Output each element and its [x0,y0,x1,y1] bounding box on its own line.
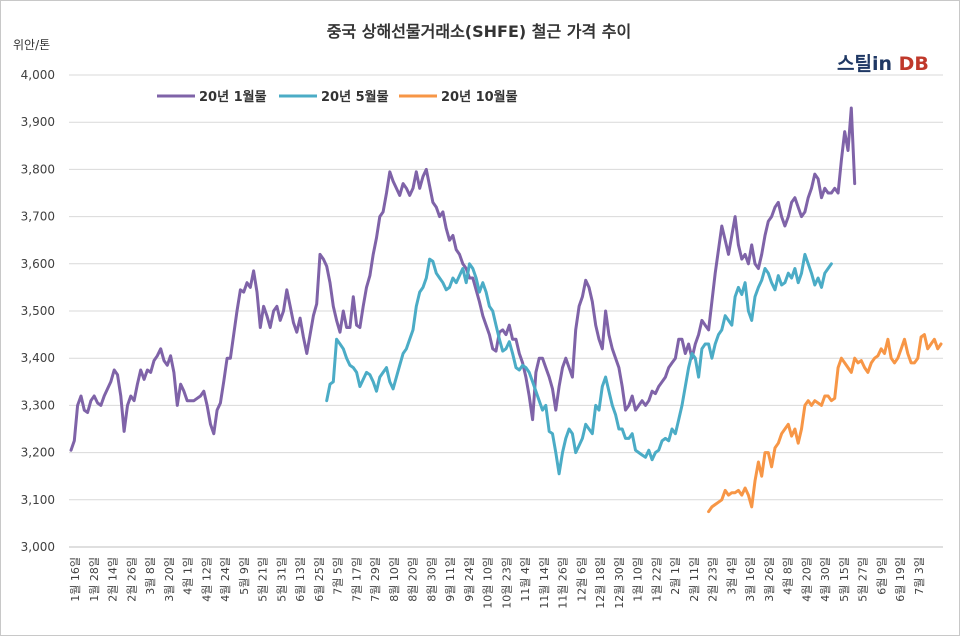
x-tick-label: 4월 12일 [199,557,213,602]
y-tick-label: 3,200 [21,446,55,460]
x-tick-label: 3월 16일 [743,557,757,602]
brand-text-3: DB [892,53,929,75]
y-tick-label: 3,000 [21,540,55,554]
x-tick-label: 7월 17일 [349,557,363,602]
y-tick-label: 3,900 [21,115,55,129]
x-tick-label: 7월 5일 [331,557,345,595]
y-tick-label: 4,000 [21,68,55,82]
legend-label: 20년 1월물 [199,89,267,105]
x-tick-label: 6월 9일 [874,557,888,595]
x-tick-label: 4월 24일 [218,557,232,602]
steelin-db-logo: 스틸in DB [837,49,929,76]
legend: 20년 1월물 20년 5월물 20년 10월물 [157,89,518,105]
series-line [325,252,833,476]
y-tick-label: 3,300 [21,398,55,412]
x-tick-label: 3월 4일 [724,557,738,595]
x-tick-label: 6월 19일 [893,557,907,602]
x-tick-label: 8월 30일 [424,557,438,602]
x-tick-label: 4월 8일 [781,557,795,595]
x-tick-label: 2월 26일 [124,557,138,602]
x-tick-label: 12월 30일 [612,557,626,609]
x-tick-label: 3월 26일 [762,557,776,602]
x-tick-label: 5월 27일 [856,557,870,602]
legend-label: 20년 10월물 [441,89,518,105]
x-tick-label: 2월 11일 [687,557,701,602]
x-axis-ticks: 1월 16일 1월 28일 2월 14일 2월 26일 3월 8일 3월 20일 4월 1일… [68,557,926,609]
y-tick-label: 3,400 [21,351,55,365]
x-tick-label: 9월 24일 [462,557,476,602]
x-tick-label: 11월 26일 [556,557,570,609]
x-tick-label: 8월 10일 [387,557,401,602]
x-tick-label: 5월 15일 [837,557,851,602]
series-line [707,333,943,514]
brand-text-1: 스틸 [837,53,872,75]
y-tick-label: 3,100 [21,493,55,507]
x-tick-label: 2월 23일 [706,557,720,602]
series-line [69,106,857,452]
x-tick-label: 1월 22일 [649,557,663,602]
x-tick-label: 3월 20일 [162,557,176,602]
brand-text-2: in [871,53,893,75]
x-tick-label: 4월 1일 [181,557,195,595]
y-axis-ticks: 3,000 3,100 3,200 3,300 3,400 3,500 3,600 3,700… [21,68,55,554]
y-tick-label: 3,700 [21,210,55,224]
x-tick-label: 4월 20일 [799,557,813,602]
x-tick-label: 8월 20일 [406,557,420,602]
x-tick-label: 1월 28일 [87,557,101,602]
y-axis-unit-label: 위안/톤 [13,38,50,52]
y-tick-label: 3,500 [21,304,55,318]
legend-label: 20년 5월물 [321,89,389,105]
chart-title: 중국 상해선물거래소(SHFE) 철근 가격 추이 [327,22,631,41]
x-tick-label: 4월 30일 [818,557,832,602]
x-tick-label: 10월 10일 [481,557,495,609]
x-tick-label: 9월 11일 [443,557,457,602]
x-tick-label: 12월 18일 [593,557,607,609]
x-tick-label: 7월 29일 [368,557,382,602]
y-tick-label: 3,800 [21,162,55,176]
x-tick-label: 11월 14일 [537,557,551,609]
x-tick-label: 1월 10일 [631,557,645,602]
gridlines [69,74,943,548]
y-tick-label: 3,600 [21,257,55,271]
x-tick-label: 7월 3일 [912,557,926,595]
x-tick-label: 12월 6일 [574,557,588,602]
x-tick-label: 6월 25일 [312,557,326,602]
x-tick-label: 5월 31일 [274,557,288,602]
x-tick-label: 2월 14일 [106,557,120,602]
x-tick-label: 3월 8일 [143,557,157,595]
x-tick-label: 2월 1일 [668,557,682,595]
x-tick-label: 5월 21일 [256,557,270,602]
x-tick-label: 5월 9일 [237,557,251,595]
x-tick-label: 11월 4일 [518,557,532,602]
x-tick-label: 6월 13일 [293,557,307,602]
x-tick-label: 1월 16일 [68,557,82,602]
x-tick-label: 10월 23일 [499,557,513,609]
series-lines [69,106,943,514]
